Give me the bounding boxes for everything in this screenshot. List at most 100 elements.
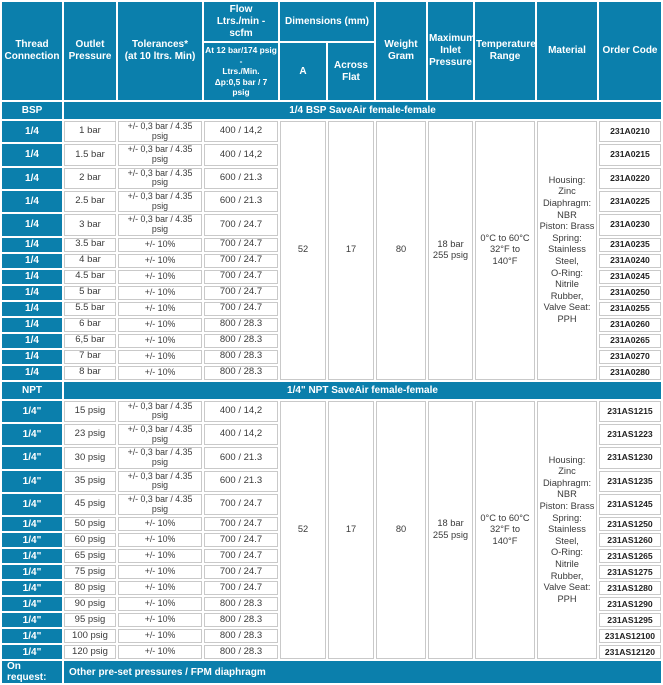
spec-row: 1/4" 65 psig +/- 10% 700 / 24.7 231AS1265 <box>2 549 661 564</box>
footer-label: On request: <box>2 661 62 684</box>
tolerance-cell: +/- 0,3 bar / 4.35 psig <box>118 470 202 492</box>
spec-row: 1/4" 75 psig +/- 10% 700 / 24.7 231AS1275 <box>2 565 661 580</box>
thread-size-cell: 1/4 <box>2 253 62 268</box>
col-header-tolerances: Tolerances* (at 10 ltrs. Min) <box>118 2 202 100</box>
weight-cell: 80 <box>376 120 426 380</box>
col-header-flow-conditions: At 12 bar/174 psig - Ltrs./Min. Δp:0,5 b… <box>204 43 278 100</box>
outlet-pressure-cell: 8 bar <box>64 365 116 380</box>
tolerance-cell: +/- 0,3 bar / 4.35 psig <box>118 400 202 422</box>
spec-row: 1/4" 80 psig +/- 10% 700 / 24.7 231AS1280 <box>2 581 661 596</box>
material-cell: Housing: Zinc Diaphragm: NBR Piston: Bra… <box>537 120 597 380</box>
max-inlet-cell: 18 bar 255 psig <box>428 120 473 380</box>
flow-cell: 700 / 24.7 <box>204 269 278 284</box>
order-code-cell: 231AS1290 <box>599 597 661 612</box>
thread-size-cell: 1/4 <box>2 285 62 300</box>
tolerance-cell: +/- 10% <box>118 517 202 532</box>
order-code-cell: 231A0280 <box>599 365 661 380</box>
order-code-cell: 231AS1295 <box>599 613 661 628</box>
spec-row: 1/4 5 bar +/- 10% 700 / 24.7 231A0250 <box>2 285 661 300</box>
thread-size-cell: 1/4" <box>2 517 62 532</box>
tolerance-cell: +/- 10% <box>118 301 202 316</box>
thread-size-cell: 1/4" <box>2 447 62 469</box>
dimension-a-cell: 52 <box>280 400 326 660</box>
order-code-cell: 231A0215 <box>599 144 661 166</box>
across-flat-cell: 17 <box>328 400 374 660</box>
thread-size-cell: 1/4" <box>2 581 62 596</box>
col-header-dimensions: Dimensions (mm) <box>280 2 374 42</box>
thread-size-cell: 1/4 <box>2 237 62 252</box>
flow-cell: 400 / 14,2 <box>204 120 278 143</box>
order-code-cell: 231AS1280 <box>599 581 661 596</box>
thread-size-cell: 1/4" <box>2 533 62 548</box>
spec-row: 1/4 4.5 bar +/- 10% 700 / 24.7 231A0245 <box>2 269 661 284</box>
tolerance-cell: +/- 10% <box>118 613 202 628</box>
outlet-pressure-cell: 2 bar <box>64 167 116 189</box>
flow-cell: 700 / 24.7 <box>204 517 278 532</box>
flow-cell: 400 / 14,2 <box>204 144 278 166</box>
order-code-cell: 231A0265 <box>599 333 661 348</box>
thread-size-cell: 1/4 <box>2 144 62 166</box>
spec-row: 1/4 3.5 bar +/- 10% 700 / 24.7 231A0235 <box>2 237 661 252</box>
tolerance-cell: +/- 10% <box>118 629 202 644</box>
flow-cell: 600 / 21.3 <box>204 190 278 213</box>
order-code-cell: 231A0255 <box>599 301 661 316</box>
thread-size-cell: 1/4 <box>2 333 62 348</box>
tolerance-cell: +/- 10% <box>118 349 202 364</box>
outlet-pressure-cell: 4.5 bar <box>64 269 116 284</box>
flow-cell: 700 / 24.7 <box>204 301 278 316</box>
thread-size-cell: 1/4 <box>2 120 62 143</box>
outlet-pressure-cell: 3 bar <box>64 214 116 236</box>
tolerance-cell: +/- 10% <box>118 549 202 564</box>
thread-size-cell: 1/4" <box>2 629 62 644</box>
tolerance-cell: +/- 0,3 bar / 4.35 psig <box>118 214 202 236</box>
outlet-pressure-cell: 35 psig <box>64 470 116 492</box>
outlet-pressure-cell: 1 bar <box>64 120 116 143</box>
order-code-cell: 231AS1265 <box>599 549 661 564</box>
spec-row: 1/4" 60 psig +/- 10% 700 / 24.7 231AS1260 <box>2 533 661 548</box>
spec-row: 1/4" 30 psig +/- 0,3 bar / 4.35 psig 600 / … <box>2 447 661 469</box>
temp-range-cell: 0°C to 60°C 32°F to 140°F <box>475 400 535 660</box>
flow-cell: 600 / 21.3 <box>204 167 278 189</box>
tolerance-cell: +/- 10% <box>118 237 202 252</box>
section-title: 1/4" NPT SaveAir female-female <box>64 381 661 399</box>
tolerance-cell: +/- 10% <box>118 285 202 300</box>
thread-size-cell: 1/4" <box>2 613 62 628</box>
outlet-pressure-cell: 100 psig <box>64 629 116 644</box>
outlet-pressure-cell: 50 psig <box>64 517 116 532</box>
outlet-pressure-cell: 95 psig <box>64 613 116 628</box>
flow-cell: 700 / 24.7 <box>204 237 278 252</box>
flow-cell: 400 / 14,2 <box>204 423 278 446</box>
outlet-pressure-cell: 23 psig <box>64 423 116 446</box>
spec-row: 1/4" 45 psig +/- 0,3 bar / 4.35 psig 700 / … <box>2 493 661 516</box>
tolerance-cell: +/- 0,3 bar / 4.35 psig <box>118 493 202 516</box>
spec-row: 1/4 2 bar +/- 0,3 bar / 4.35 psig 600 / 21.… <box>2 167 661 189</box>
order-code-cell: 231AS12100 <box>599 629 661 644</box>
thread-size-cell: 1/4 <box>2 190 62 213</box>
outlet-pressure-cell: 6 bar <box>64 317 116 332</box>
flow-cell: 400 / 14,2 <box>204 400 278 422</box>
outlet-pressure-cell: 1.5 bar <box>64 144 116 166</box>
order-code-cell: 231AS1215 <box>599 400 661 422</box>
order-code-cell: 231A0245 <box>599 269 661 284</box>
flow-cell: 800 / 28.3 <box>204 597 278 612</box>
flow-cell: 800 / 28.3 <box>204 365 278 380</box>
thread-size-cell: 1/4" <box>2 597 62 612</box>
order-code-cell: 231AS1260 <box>599 533 661 548</box>
flow-cell: 700 / 24.7 <box>204 285 278 300</box>
spec-row: 1/4 1 bar +/- 0,3 bar / 4.35 psig 400 / 14,… <box>2 120 661 380</box>
spec-row: 1/4" 23 psig +/- 0,3 bar / 4.35 psig 400 / … <box>2 423 661 446</box>
thread-size-cell: 1/4 <box>2 349 62 364</box>
flow-cell: 800 / 28.3 <box>204 645 278 660</box>
order-code-cell: 231AS1230 <box>599 447 661 469</box>
spec-row: 1/4 6,5 bar +/- 10% 800 / 28.3 231A0265 <box>2 333 661 348</box>
order-code-cell: 231AS1250 <box>599 517 661 532</box>
outlet-pressure-cell: 80 psig <box>64 581 116 596</box>
tolerance-cell: +/- 0,3 bar / 4.35 psig <box>118 190 202 213</box>
flow-cell: 700 / 24.7 <box>204 253 278 268</box>
col-header-across-flat: Across Flat <box>328 43 374 100</box>
flow-cell: 800 / 28.3 <box>204 629 278 644</box>
outlet-pressure-cell: 120 psig <box>64 645 116 660</box>
spec-row: 1/4 6 bar +/- 10% 800 / 28.3 231A0260 <box>2 317 661 332</box>
order-code-cell: 231A0230 <box>599 214 661 236</box>
